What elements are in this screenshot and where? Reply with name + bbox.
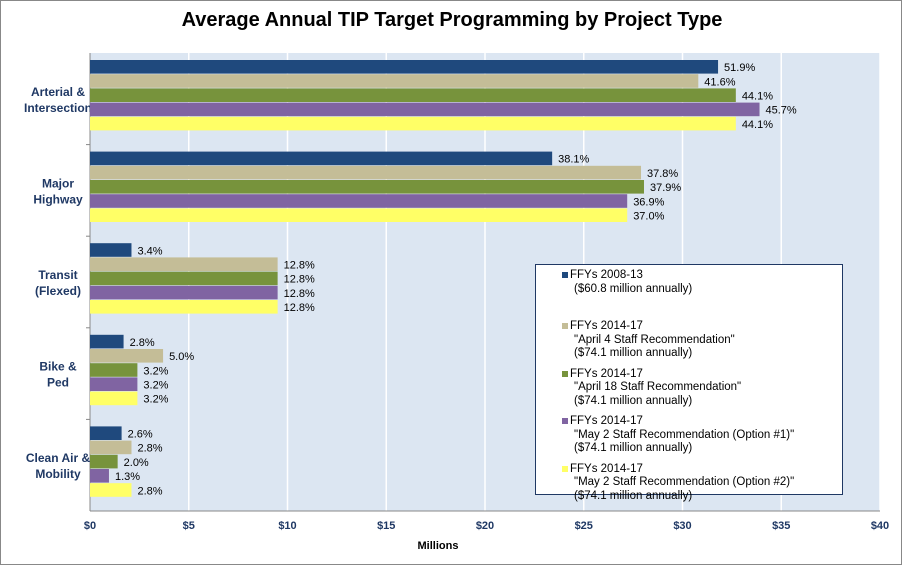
data-label: 41.6% <box>704 76 735 88</box>
bar <box>90 243 132 257</box>
data-label: 2.6% <box>128 429 153 441</box>
legend-item: FFYs 2014-17 "April 18 Staff Recommendati… <box>562 367 842 409</box>
legend-item: FFYs 2014-17 "May 2 Staff Recommendation … <box>562 415 842 456</box>
legend-text: ($60.8 million annually) <box>574 282 693 295</box>
bar <box>90 440 132 455</box>
data-label: 51.9% <box>724 62 755 74</box>
data-label: 2.0% <box>124 457 149 469</box>
x-axis-title: Millions <box>418 540 459 552</box>
legend-item: FFYs 2014-17 "May 2 Staff Recommendation … <box>562 462 842 504</box>
x-tick-label: $20 <box>476 520 494 532</box>
x-tick-label: $25 <box>575 520 593 532</box>
legend-text: FFYs 2008-13 <box>570 269 643 281</box>
category-label: Intersection <box>24 101 92 115</box>
data-label: 12.8% <box>284 302 315 314</box>
category-label: Transit <box>38 268 77 282</box>
bar <box>90 151 553 166</box>
data-label: 44.1% <box>742 119 773 131</box>
data-label: 2.8% <box>137 443 162 455</box>
bar <box>90 208 628 222</box>
legend-text: ($74.1 million annually) <box>574 442 693 454</box>
legend-text: "May 2 Staff Recommendation (Option #2)" <box>574 476 795 488</box>
x-tick-label: $10 <box>278 520 296 532</box>
category-label: Clean Air & <box>26 451 91 465</box>
x-tick-label: $30 <box>673 520 691 532</box>
data-label: 5.0% <box>169 351 194 363</box>
data-label: 38.1% <box>558 154 589 166</box>
chart-title: Average Annual TIP Target Programming by… <box>181 9 723 31</box>
category-label: Ped <box>47 376 69 390</box>
data-label: 37.9% <box>650 182 681 194</box>
legend-swatch <box>562 465 568 472</box>
bar <box>90 426 122 440</box>
category-label: Mobility <box>35 467 81 481</box>
legend-text: ($74.1 million annually) <box>574 394 693 407</box>
bar <box>90 300 278 314</box>
x-tick-label: $0 <box>84 520 96 532</box>
bar <box>90 377 138 391</box>
bar <box>90 102 760 117</box>
data-label: 12.8% <box>284 274 315 286</box>
legend-text: ($74.1 million annually) <box>574 489 693 502</box>
bar <box>90 60 719 74</box>
legend-text: FFYs 2014-17 <box>570 320 643 332</box>
bar <box>90 469 109 483</box>
legend-swatch <box>562 370 568 377</box>
data-label: 12.8% <box>284 288 315 300</box>
data-label: 3.4% <box>137 245 162 257</box>
category-label: Bike & <box>39 360 77 374</box>
legend-swatch <box>562 323 568 329</box>
bar <box>90 334 124 349</box>
bar <box>90 88 736 102</box>
data-label: 44.1% <box>742 91 773 103</box>
data-label: 3.2% <box>143 380 168 392</box>
bar <box>90 285 278 300</box>
bar <box>90 194 628 208</box>
category-label: (Flexed) <box>35 284 81 298</box>
x-tick-label: $40 <box>871 520 889 532</box>
legend-swatch <box>562 272 568 278</box>
bar <box>90 349 164 363</box>
bar <box>90 483 132 497</box>
bar <box>90 391 138 406</box>
bar <box>90 363 138 377</box>
data-label: 36.9% <box>633 196 664 208</box>
bar <box>90 180 644 194</box>
data-label: 3.2% <box>143 394 168 406</box>
legend-text: ($74.1 million annually) <box>574 347 693 359</box>
x-tick-label: $35 <box>772 520 790 532</box>
legend-item: FFYs 2008-13 ($60.8 million annually) <box>562 269 842 296</box>
data-label: 37.0% <box>633 211 664 223</box>
data-label: 45.7% <box>766 105 797 117</box>
legend-text: "April 4 Staff Recommendation" <box>574 333 735 346</box>
category-label: Highway <box>33 192 83 206</box>
data-label: 1.3% <box>115 471 140 483</box>
data-label: 2.8% <box>130 337 155 349</box>
legend: FFYs 2008-13 ($60.8 million annually) FFYs… <box>535 264 843 502</box>
legend-text: FFYs 2014-17 <box>570 367 643 380</box>
category-label: Major <box>42 176 74 190</box>
legend-swatch <box>562 418 568 424</box>
bar <box>90 271 278 286</box>
data-label: 2.8% <box>137 485 162 497</box>
legend-item: FFYs 2014-17 "April 4 Staff Recommendatio… <box>562 320 842 361</box>
legend-text: "May 2 Staff Recommendation (Option #1)" <box>574 428 795 441</box>
data-label: 3.2% <box>143 365 168 377</box>
bar <box>90 257 278 271</box>
legend-text: FFYs 2014-17 <box>570 415 643 427</box>
bar <box>90 165 642 180</box>
x-tick-label: $5 <box>183 520 195 532</box>
data-label: 37.8% <box>647 168 678 180</box>
legend-text: FFYs 2014-17 <box>570 462 643 475</box>
x-tick-label: $15 <box>377 520 395 532</box>
bar <box>90 74 699 88</box>
category-label: Arterial & <box>31 85 85 99</box>
data-label: 12.8% <box>284 260 315 272</box>
legend-text: "April 18 Staff Recommendation" <box>574 381 742 393</box>
bar <box>90 454 118 469</box>
bar <box>90 116 736 131</box>
